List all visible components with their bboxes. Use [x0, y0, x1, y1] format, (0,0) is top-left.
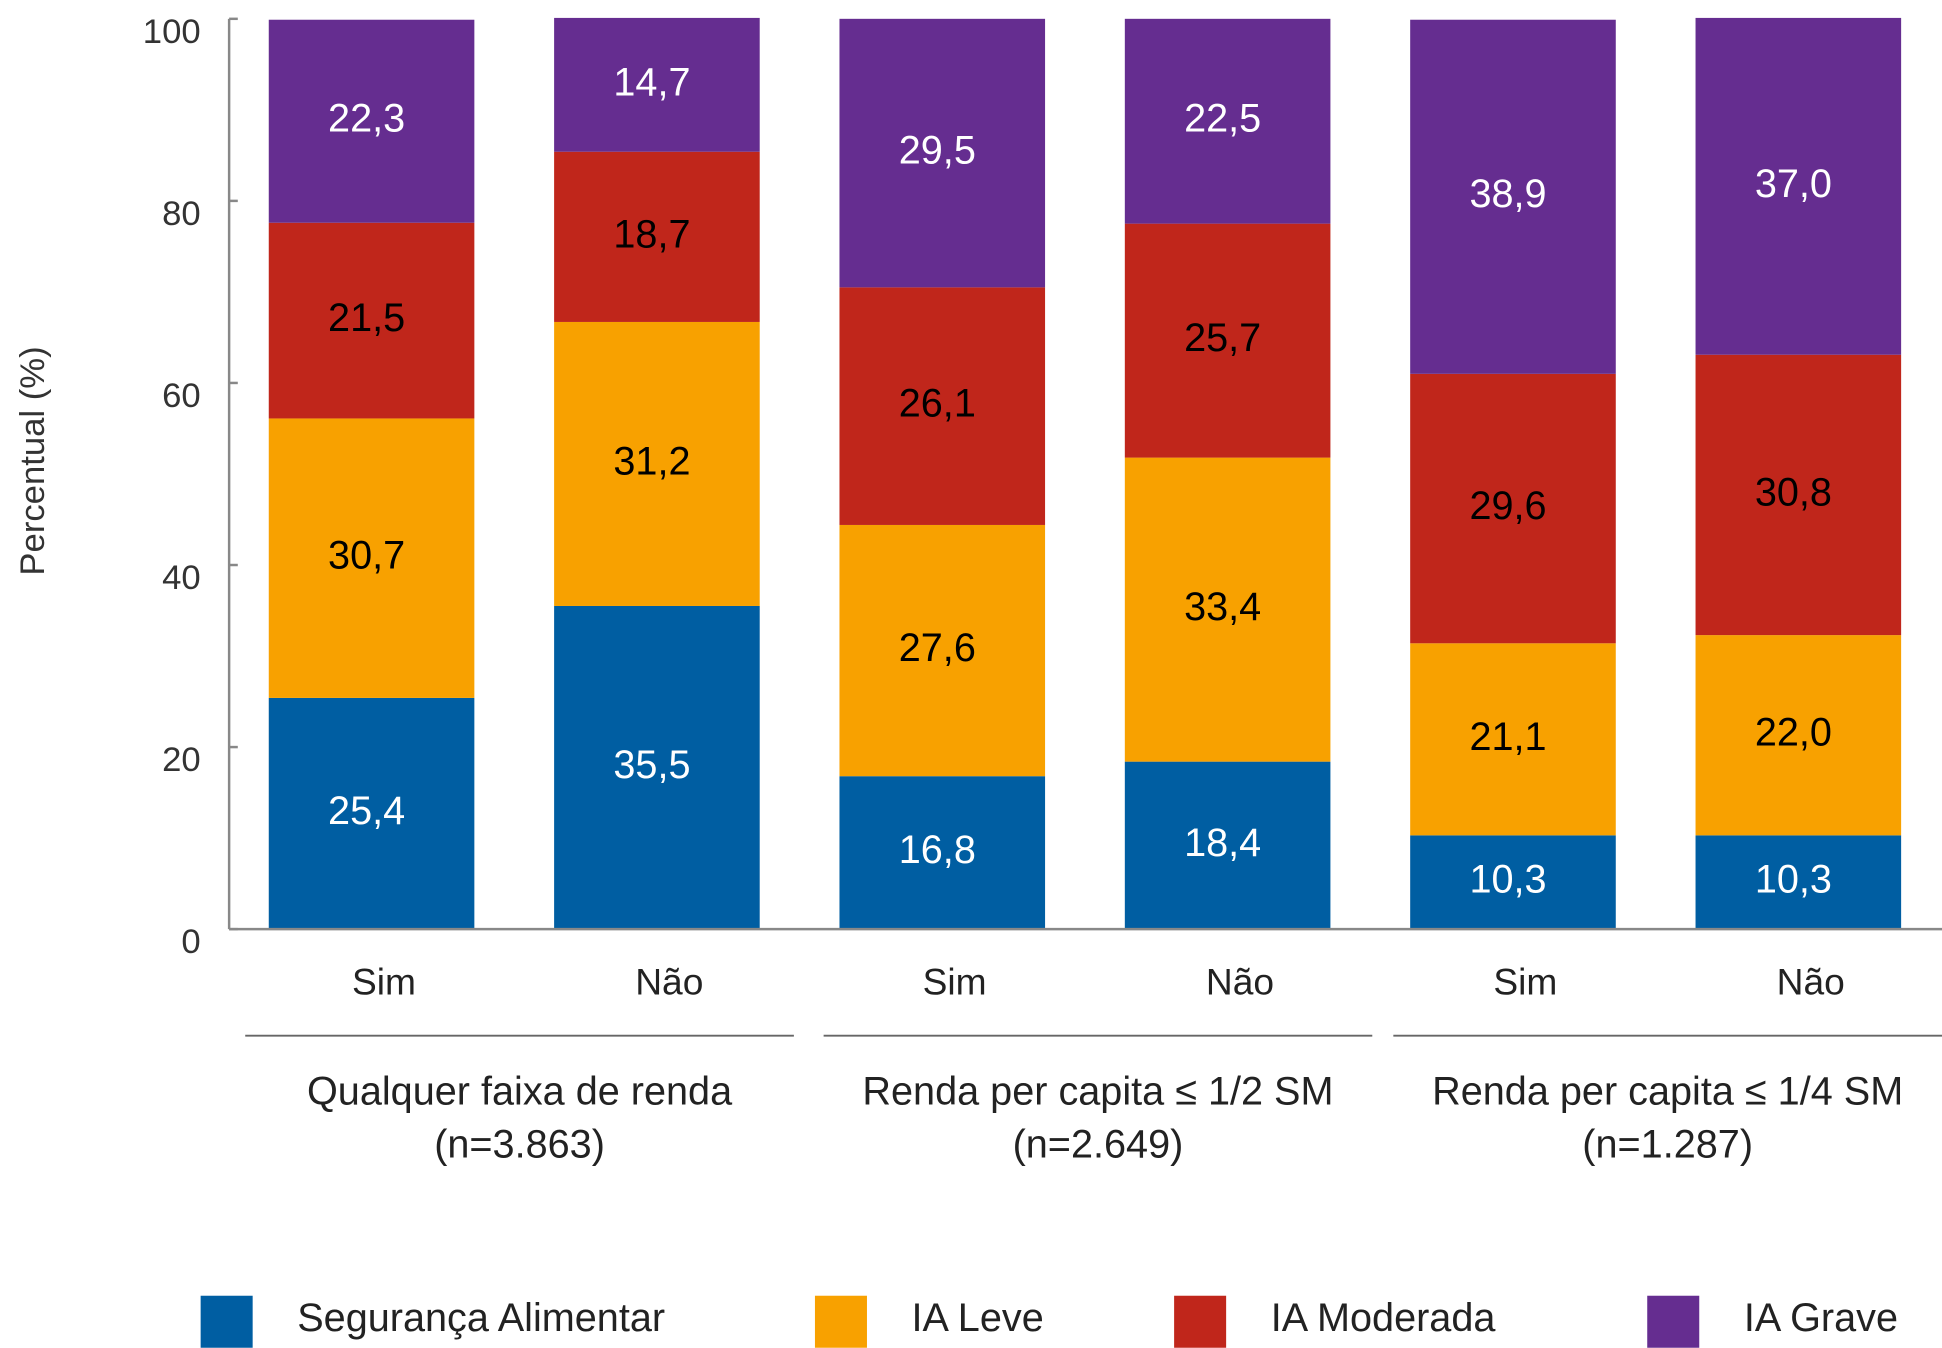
bar-segment: [554, 321, 760, 606]
bar-segment: [554, 151, 760, 322]
bar-segment: [1124, 761, 1331, 930]
x-tick-label: Sim: [352, 961, 416, 1003]
data-label: 21,5: [328, 296, 405, 340]
y-tick-label: 100: [143, 13, 201, 51]
bar-segment: [1410, 835, 1616, 930]
data-label: 16,8: [899, 828, 976, 872]
data-label: 30,7: [328, 534, 405, 578]
data-label: 25,4: [328, 789, 405, 833]
group-label: (n=2.649): [1013, 1123, 1184, 1167]
bar-segment: [839, 524, 1046, 777]
y-axis-label: Percentual (%): [14, 346, 52, 575]
group-label: (n=3.863): [434, 1123, 605, 1167]
data-label: 18,7: [613, 212, 690, 256]
bar-segment: [1124, 457, 1331, 762]
bar-segment: [1695, 354, 1902, 636]
data-label: 26,1: [899, 382, 976, 426]
bar-segment: [839, 18, 1046, 288]
data-label: 33,4: [1184, 585, 1261, 629]
data-label: 29,5: [899, 129, 976, 173]
x-tick-label: Não: [1206, 961, 1274, 1003]
data-label: 22,5: [1184, 97, 1261, 141]
y-tick-label: 40: [162, 559, 201, 597]
data-label: 35,5: [613, 743, 690, 787]
legend-swatch: [1174, 1295, 1227, 1348]
legend-label: Segurança Alimentar: [297, 1296, 665, 1340]
bar-segment: [839, 776, 1046, 930]
x-tick-label: Não: [635, 961, 703, 1003]
group-label: Renda per capita ≤ 1/4 SM: [1432, 1069, 1903, 1113]
data-label: 29,6: [1469, 484, 1546, 528]
group-label: Renda per capita ≤ 1/2 SM: [862, 1069, 1333, 1113]
bar-segment: [1695, 835, 1902, 930]
data-label: 14,7: [613, 60, 690, 104]
bar-segment: [554, 605, 760, 930]
bar-segment: [1410, 19, 1616, 374]
legend-swatch: [1647, 1295, 1700, 1348]
bar-segment: [1124, 223, 1331, 458]
data-label: 37,0: [1755, 162, 1832, 206]
bar-segment: [268, 418, 475, 698]
bar-segment: [554, 17, 760, 152]
data-label: 22,0: [1755, 711, 1832, 755]
data-label: 30,8: [1755, 470, 1832, 514]
data-label: 38,9: [1469, 172, 1546, 216]
data-label: 18,4: [1184, 821, 1261, 865]
data-label: 31,2: [613, 439, 690, 483]
x-tick-label: Sim: [1493, 961, 1557, 1003]
y-tick-label: 60: [162, 377, 201, 415]
bar-segment: [1695, 635, 1902, 836]
x-tick-label: Não: [1777, 961, 1845, 1003]
bar-segment: [1410, 643, 1616, 836]
data-label: 22,3: [328, 97, 405, 141]
data-label: 27,6: [899, 626, 976, 670]
bar-segment: [268, 19, 475, 223]
legend-label: IA Grave: [1744, 1296, 1898, 1340]
data-label: 21,1: [1469, 715, 1546, 759]
bar-segment: [1410, 373, 1616, 644]
y-tick-label: 0: [181, 923, 200, 961]
bar-segment: [839, 287, 1046, 525]
x-tick-label: Sim: [923, 961, 987, 1003]
bar-segment: [1695, 17, 1902, 355]
legend-label: IA Moderada: [1271, 1296, 1497, 1340]
legend-label: IA Leve: [912, 1296, 1044, 1340]
bar-segment: [268, 222, 475, 419]
data-label: 10,3: [1755, 858, 1832, 902]
y-tick-label: 80: [162, 195, 201, 233]
y-tick-label: 20: [162, 741, 201, 779]
legend-swatch: [200, 1295, 253, 1348]
group-label: Qualquer faixa de renda: [307, 1069, 733, 1113]
bar-segment: [268, 697, 475, 930]
legend-swatch: [814, 1295, 867, 1348]
bar-segment: [1124, 18, 1331, 224]
data-label: 25,7: [1184, 316, 1261, 360]
group-label: (n=1.287): [1582, 1123, 1753, 1167]
data-label: 10,3: [1469, 858, 1546, 902]
